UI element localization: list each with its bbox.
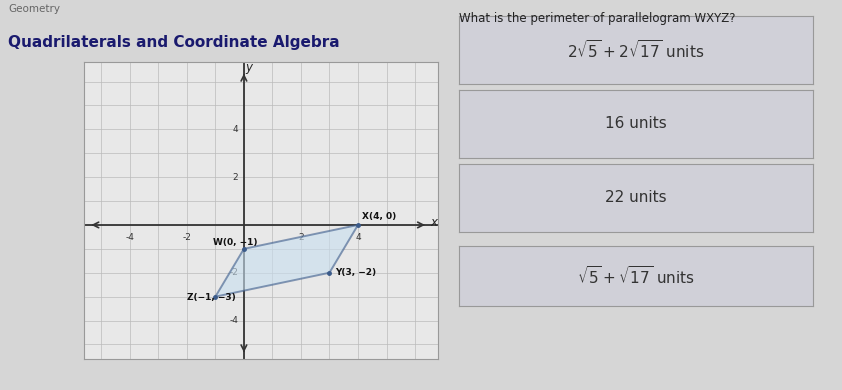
Text: 22 units: 22 units	[605, 190, 667, 206]
Text: $2\sqrt{5} + 2\sqrt{17}$ units: $2\sqrt{5} + 2\sqrt{17}$ units	[568, 39, 704, 61]
Text: y: y	[246, 61, 253, 74]
Polygon shape	[216, 225, 358, 297]
Text: $\sqrt{5} + \sqrt{17}$ units: $\sqrt{5} + \sqrt{17}$ units	[577, 265, 695, 287]
Text: Y(3, −2): Y(3, −2)	[335, 268, 376, 277]
Text: x: x	[430, 216, 437, 229]
Text: -2: -2	[229, 268, 238, 277]
Text: 4: 4	[232, 125, 238, 134]
Text: 4: 4	[355, 233, 361, 242]
Text: Geometry: Geometry	[8, 4, 61, 14]
Text: -2: -2	[183, 233, 191, 242]
Text: 2: 2	[232, 173, 238, 182]
Text: X(4, 0): X(4, 0)	[362, 212, 397, 221]
Text: What is the perimeter of parallelogram WXYZ?: What is the perimeter of parallelogram W…	[459, 12, 735, 25]
Text: 16 units: 16 units	[605, 116, 667, 131]
Text: Z(−1, −3): Z(−1, −3)	[187, 293, 236, 302]
Text: Quadrilaterals and Coordinate Algebra: Quadrilaterals and Coordinate Algebra	[8, 35, 340, 50]
Text: -4: -4	[125, 233, 134, 242]
Text: W(0, −1): W(0, −1)	[212, 238, 257, 247]
Text: 2: 2	[298, 233, 304, 242]
Text: -4: -4	[229, 316, 238, 325]
